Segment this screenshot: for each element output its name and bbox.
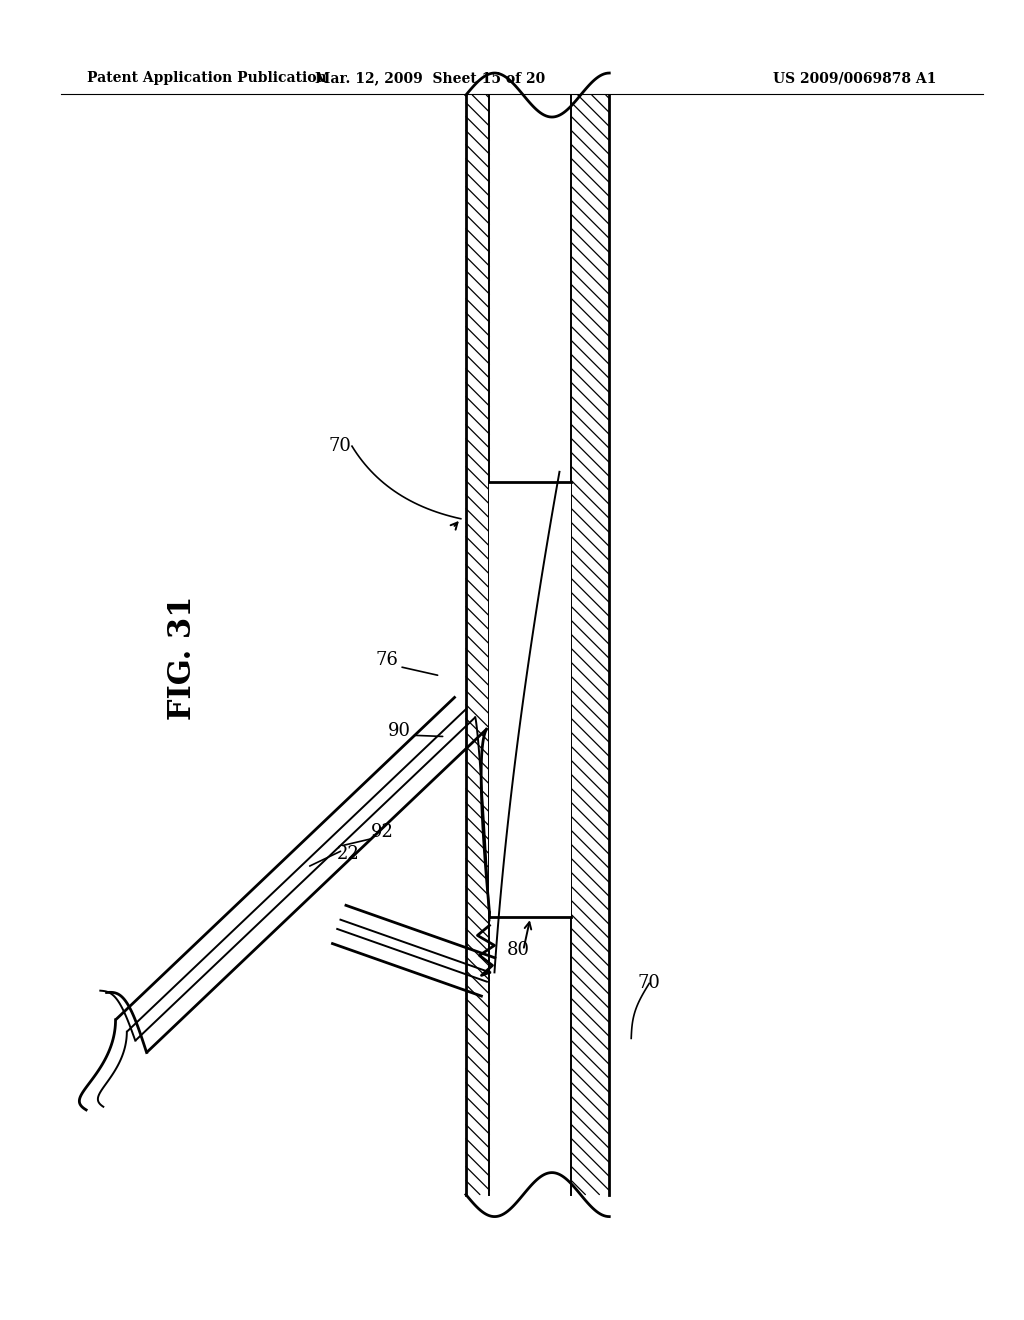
Text: 90: 90 [388,722,411,741]
Bar [489,482,571,917]
Text: US 2009/0069878 A1: US 2009/0069878 A1 [773,71,937,86]
Text: FIG. 31: FIG. 31 [167,595,198,719]
Text: Patent Application Publication: Patent Application Publication [87,71,327,86]
Text: 80: 80 [507,941,529,960]
Text: 22: 22 [337,845,359,863]
Text: 92: 92 [371,822,393,841]
Text: 70: 70 [329,437,351,455]
Text: Mar. 12, 2009  Sheet 15 of 20: Mar. 12, 2009 Sheet 15 of 20 [315,71,545,86]
Text: 76: 76 [376,651,398,669]
Text: 70: 70 [638,974,660,993]
